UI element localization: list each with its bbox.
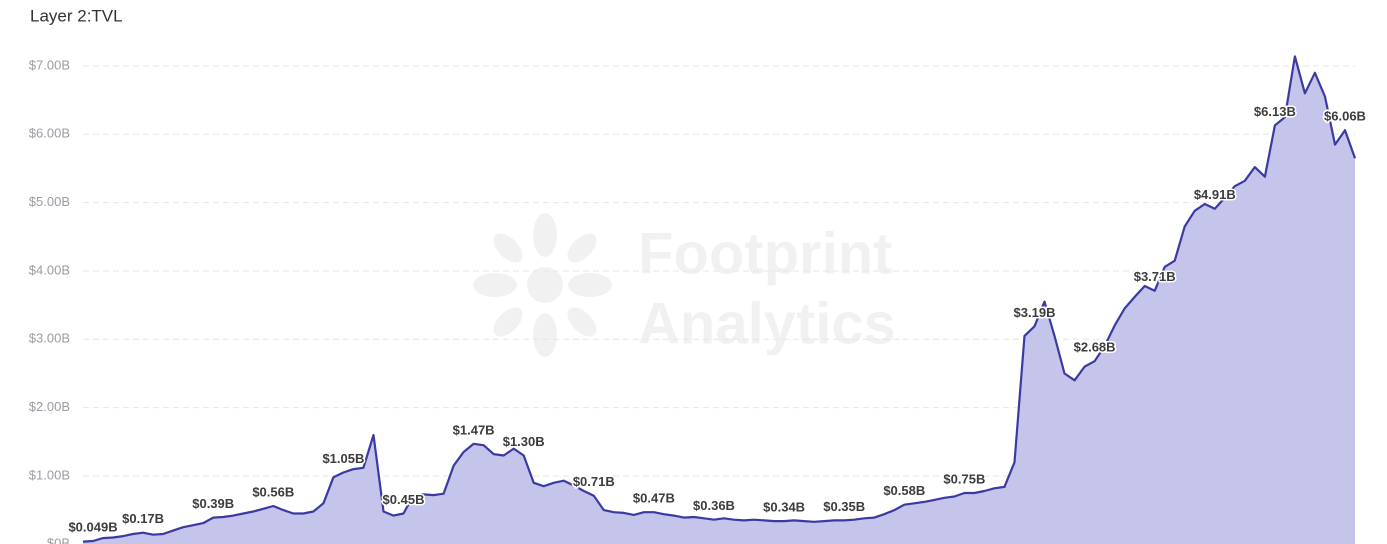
area-fill xyxy=(83,56,1355,544)
data-label: $1.30B xyxy=(503,434,545,449)
watermark-text: Analytics xyxy=(638,291,896,356)
data-label: $6.13B xyxy=(1254,104,1296,119)
y-tick-label: $5.00B xyxy=(29,194,70,209)
chart-title: Layer 2:TVL xyxy=(30,6,123,25)
y-tick-label: $3.00B xyxy=(29,331,70,346)
data-label: $3.19B xyxy=(1014,305,1056,320)
data-label: $0.049B xyxy=(68,519,117,534)
data-label: $0.71B xyxy=(573,474,615,489)
data-label: $1.05B xyxy=(322,451,364,466)
data-label: $0.36B xyxy=(693,498,735,513)
data-label: $3.71B xyxy=(1134,269,1176,284)
data-label: $0.34B xyxy=(763,500,805,515)
data-label: $6.06B xyxy=(1324,109,1366,124)
y-tick-label: $4.00B xyxy=(29,262,70,277)
data-label: $0.47B xyxy=(633,491,675,506)
data-label: $0.56B xyxy=(252,484,294,499)
y-tick-label: $1.00B xyxy=(29,467,70,482)
data-label: $0.17B xyxy=(122,511,164,526)
data-label: $0.75B xyxy=(943,471,985,486)
data-label: $0.39B xyxy=(192,496,234,511)
y-tick-label: $7.00B xyxy=(29,57,70,72)
y-tick-label: $0B xyxy=(47,536,70,544)
watermark-text: Footprint xyxy=(638,221,892,286)
data-label: $0.45B xyxy=(383,492,425,507)
data-label: $0.35B xyxy=(823,499,865,514)
data-label: $0.58B xyxy=(883,483,925,498)
data-label: $4.91B xyxy=(1194,187,1236,202)
watermark-logo xyxy=(473,213,612,357)
line xyxy=(82,55,1357,543)
data-label: $2.68B xyxy=(1074,340,1116,355)
y-tick-label: $2.00B xyxy=(29,399,70,414)
data-label: $1.47B xyxy=(453,422,495,437)
y-tick-label: $6.00B xyxy=(29,126,70,141)
